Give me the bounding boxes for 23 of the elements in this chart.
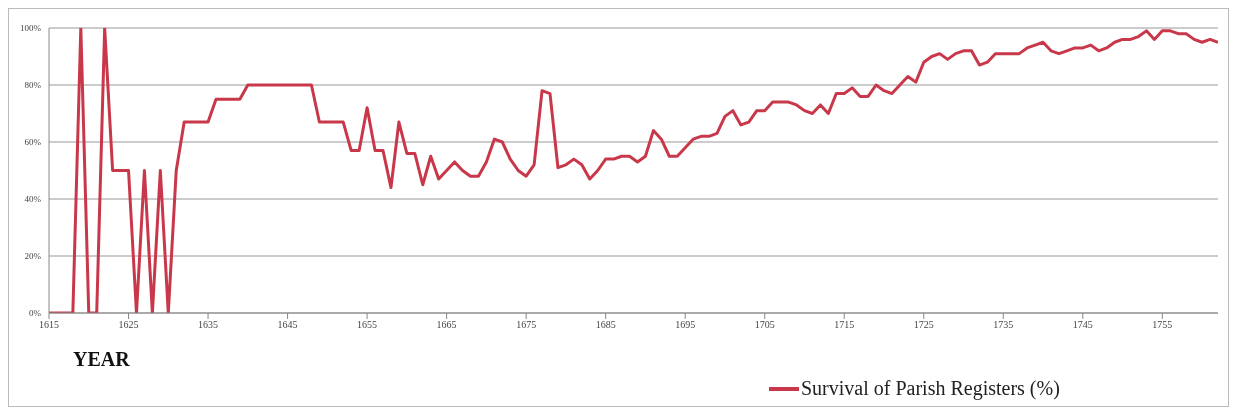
x-tick-label: 1705 [754, 319, 775, 331]
y-tick-label: 60% [24, 137, 42, 148]
y-tick-label: 80% [24, 80, 42, 91]
legend-label: Survival of Parish Registers (%) [801, 377, 1060, 400]
x-tick-label: 1655 [357, 319, 378, 331]
x-axis-title: YEAR [73, 348, 131, 370]
x-tick-label: 1745 [1072, 319, 1093, 331]
x-tick-label: 1675 [516, 319, 537, 331]
x-tick-label: 1635 [198, 319, 219, 331]
x-tick-label: 1615 [39, 319, 59, 331]
y-tick-label: 20% [24, 251, 42, 262]
y-tick-label: 40% [24, 194, 42, 205]
x-tick-label: 1685 [595, 319, 616, 331]
x-tick-label: 1735 [993, 319, 1014, 331]
x-tick-label: 1645 [277, 319, 298, 331]
x-tick-label: 1725 [913, 319, 934, 331]
x-tick-label: 1695 [675, 319, 696, 331]
y-tick-label: 100% [20, 23, 42, 34]
x-tick-label: 1715 [834, 319, 855, 331]
y-tick-label: 0% [29, 308, 42, 319]
x-tick-label: 1665 [436, 319, 457, 331]
x-tick-label: 1755 [1152, 319, 1173, 331]
x-tick-label: 1625 [118, 319, 139, 331]
